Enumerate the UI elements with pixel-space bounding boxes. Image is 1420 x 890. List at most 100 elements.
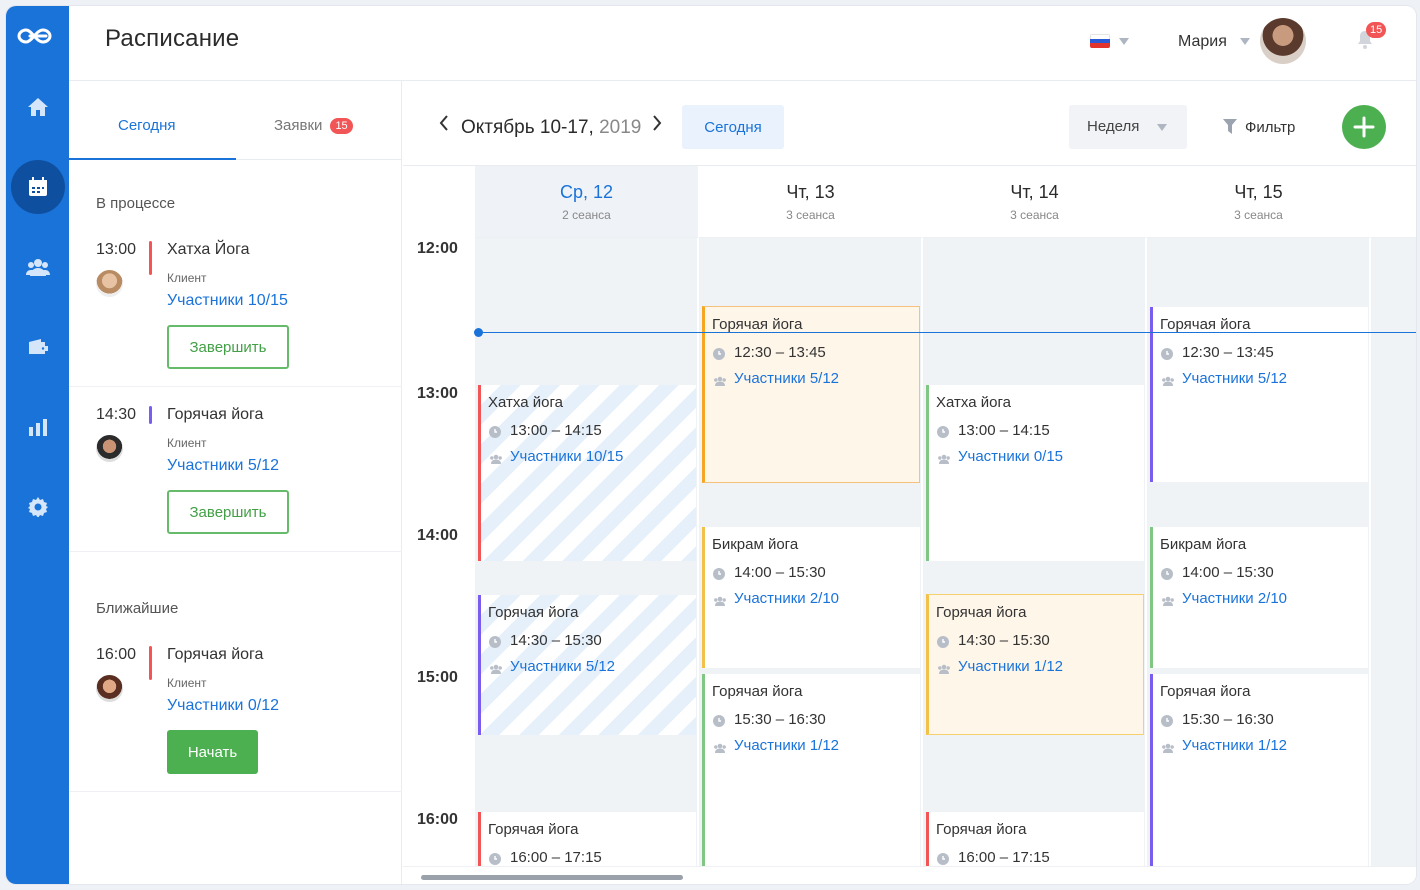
session-time: 14:30 xyxy=(96,406,137,423)
session-time: 16:00 xyxy=(96,646,137,663)
participants-link[interactable]: Участники 10/15 xyxy=(167,292,288,309)
add-session-button[interactable] xyxy=(1342,105,1386,149)
day-session-count: 2 сеанса xyxy=(562,208,611,222)
event-card[interactable]: Хатха йога 13:00 – 14:15 Участники 0/15 xyxy=(926,385,1144,561)
chevron-right-icon[interactable] xyxy=(652,115,662,136)
users-icon xyxy=(713,593,727,611)
wallet-icon xyxy=(27,338,49,356)
event-card[interactable]: Горячая йога 14:30 – 15:30 Участники 5/1… xyxy=(478,595,696,735)
participants-link[interactable]: Участники 0/12 xyxy=(167,697,280,714)
event-card[interactable]: Горячая йога 14:30 – 15:30 Участники 1/1… xyxy=(926,594,1144,735)
user-avatar[interactable] xyxy=(1260,18,1306,64)
nav-wallet[interactable] xyxy=(6,327,69,367)
day-column[interactable]: Чт, 13 3 сеанса Горячая йога 12:30 – 13:4… xyxy=(699,166,922,874)
users-icon xyxy=(489,451,503,469)
event-title: Хатха йога xyxy=(488,394,563,411)
session-color-bar xyxy=(149,646,152,680)
event-card[interactable]: Бикрам йога 14:00 – 15:30 Участники 2/10 xyxy=(702,527,920,668)
event-card[interactable]: Горячая йога 12:30 – 13:45 Участники 5/1… xyxy=(1150,307,1368,482)
event-card[interactable]: Горячая йога 15:30 – 16:30 Участники 1/1… xyxy=(1150,674,1368,874)
event-participants[interactable]: Участники 10/15 xyxy=(510,448,624,465)
event-card[interactable]: Горячая йога 16:00 – 17:15 xyxy=(926,812,1144,872)
time-label: 12:00 xyxy=(417,240,458,257)
user-menu-caret-icon[interactable] xyxy=(1240,38,1250,45)
chevron-left-icon[interactable] xyxy=(439,115,449,136)
nav-settings[interactable] xyxy=(6,487,69,527)
users-icon xyxy=(489,661,503,679)
finish-button[interactable]: Завершить xyxy=(167,325,289,369)
calendar-toolbar: Октябрь 10-17, 2019 Сегодня Неделя Фильт… xyxy=(403,81,1416,166)
client-avatar[interactable] xyxy=(96,435,123,462)
user-name[interactable]: Мария xyxy=(1178,33,1227,50)
event-time: 12:30 – 13:45 xyxy=(1182,344,1274,361)
language-dropdown-caret-icon[interactable] xyxy=(1119,38,1129,45)
day-title: Чт, 15 xyxy=(1234,182,1283,202)
event-time: 14:30 – 15:30 xyxy=(510,632,602,649)
nav-reports[interactable] xyxy=(6,407,69,447)
event-participants[interactable]: Участники 0/15 xyxy=(958,448,1064,465)
event-card[interactable]: Бикрам йога 14:00 – 15:30 Участники 2/10 xyxy=(1150,527,1368,668)
session-color-bar xyxy=(149,406,152,424)
week-calendar: 12:00 13:00 14:00 15:00 16:00 Ср, 12 2 се… xyxy=(403,166,1416,884)
event-card[interactable]: Горячая йога 12:30 – 13:45 Участники 5/1… xyxy=(702,306,920,483)
view-select[interactable]: Неделя xyxy=(1069,105,1187,149)
session-title[interactable]: Горячая йога xyxy=(167,646,264,663)
tab-today[interactable]: Сегодня xyxy=(118,117,176,134)
event-participants[interactable]: Участники 1/12 xyxy=(1182,737,1288,754)
session-title[interactable]: Хатха Йога xyxy=(167,241,250,258)
bar-chart-icon xyxy=(28,418,48,436)
calendar-icon xyxy=(27,176,49,198)
users-icon xyxy=(1161,740,1175,758)
nav-schedule[interactable] xyxy=(6,160,69,214)
nav-home[interactable] xyxy=(6,87,69,127)
event-title: Горячая йога xyxy=(488,604,579,621)
session-color-bar xyxy=(149,241,152,275)
divider xyxy=(69,551,402,552)
client-avatar[interactable] xyxy=(96,270,123,297)
nav-clients[interactable] xyxy=(6,247,69,287)
users-icon xyxy=(25,258,50,276)
day-column[interactable]: Чт, 15 3 сеанса Горячая йога 12:30 – 13:4… xyxy=(1147,166,1370,874)
client-avatar[interactable] xyxy=(96,675,123,702)
tab-requests[interactable]: Заявки 15 xyxy=(274,117,353,134)
event-participants[interactable]: Участники 2/10 xyxy=(1182,590,1288,607)
event-participants[interactable]: Участники 1/12 xyxy=(734,737,840,754)
participants-link[interactable]: Участники 5/12 xyxy=(167,457,280,474)
finish-button[interactable]: Завершить xyxy=(167,490,289,534)
event-participants[interactable]: Участники 5/12 xyxy=(510,658,616,675)
clock-icon xyxy=(937,852,949,870)
clock-icon xyxy=(1161,567,1173,585)
event-time: 16:00 – 17:15 xyxy=(958,849,1050,866)
event-participants[interactable]: Участники 5/12 xyxy=(734,370,840,387)
day-column[interactable]: Чт, 14 3 сеанса Хатха йога 13:00 – 14:15 … xyxy=(923,166,1146,872)
ru-flag-icon[interactable] xyxy=(1090,34,1110,48)
event-participants[interactable]: Участники 5/12 xyxy=(1182,370,1288,387)
time-label: 15:00 xyxy=(417,669,458,686)
event-card[interactable]: Хатха йога 13:00 – 14:15 Участники 10/15 xyxy=(478,385,696,561)
event-participants[interactable]: Участники 1/12 xyxy=(958,658,1064,675)
event-card[interactable]: Горячая йога 15:30 – 16:30 Участники 1/1… xyxy=(702,674,920,874)
tab-today-label: Сегодня xyxy=(118,117,176,134)
event-card[interactable]: Горячая йога 16:00 – 17:15 xyxy=(478,812,696,872)
start-button[interactable]: Начать xyxy=(167,730,258,774)
clock-icon xyxy=(489,852,501,870)
day-header: Чт, 15 3 сеанса xyxy=(1147,166,1370,238)
day-column[interactable]: Ср, 12 2 сеанса Хатха йога 13:00 – 14:15 … xyxy=(475,166,698,872)
event-participants[interactable]: Участники 2/10 xyxy=(734,590,840,607)
filter-button[interactable]: Фильтр xyxy=(1223,119,1295,136)
event-title: Бикрам йога xyxy=(712,536,799,553)
event-title: Горячая йога xyxy=(1160,316,1251,333)
event-title: Хатха йога xyxy=(936,394,1011,411)
gear-icon xyxy=(27,497,48,517)
time-label: 14:00 xyxy=(417,527,458,544)
upcoming-title: Ближайшие xyxy=(96,600,179,617)
session-title[interactable]: Горячая йога xyxy=(167,406,264,423)
event-time: 13:00 – 14:15 xyxy=(510,422,602,439)
today-button[interactable]: Сегодня xyxy=(682,105,784,149)
current-time-marker xyxy=(474,328,483,337)
time-label: 13:00 xyxy=(417,385,458,402)
app-logo-icon[interactable] xyxy=(14,24,62,48)
horizontal-scrollbar[interactable] xyxy=(403,866,1416,884)
event-title: Горячая йога xyxy=(936,821,1027,838)
scrollbar-thumb[interactable] xyxy=(421,875,683,880)
